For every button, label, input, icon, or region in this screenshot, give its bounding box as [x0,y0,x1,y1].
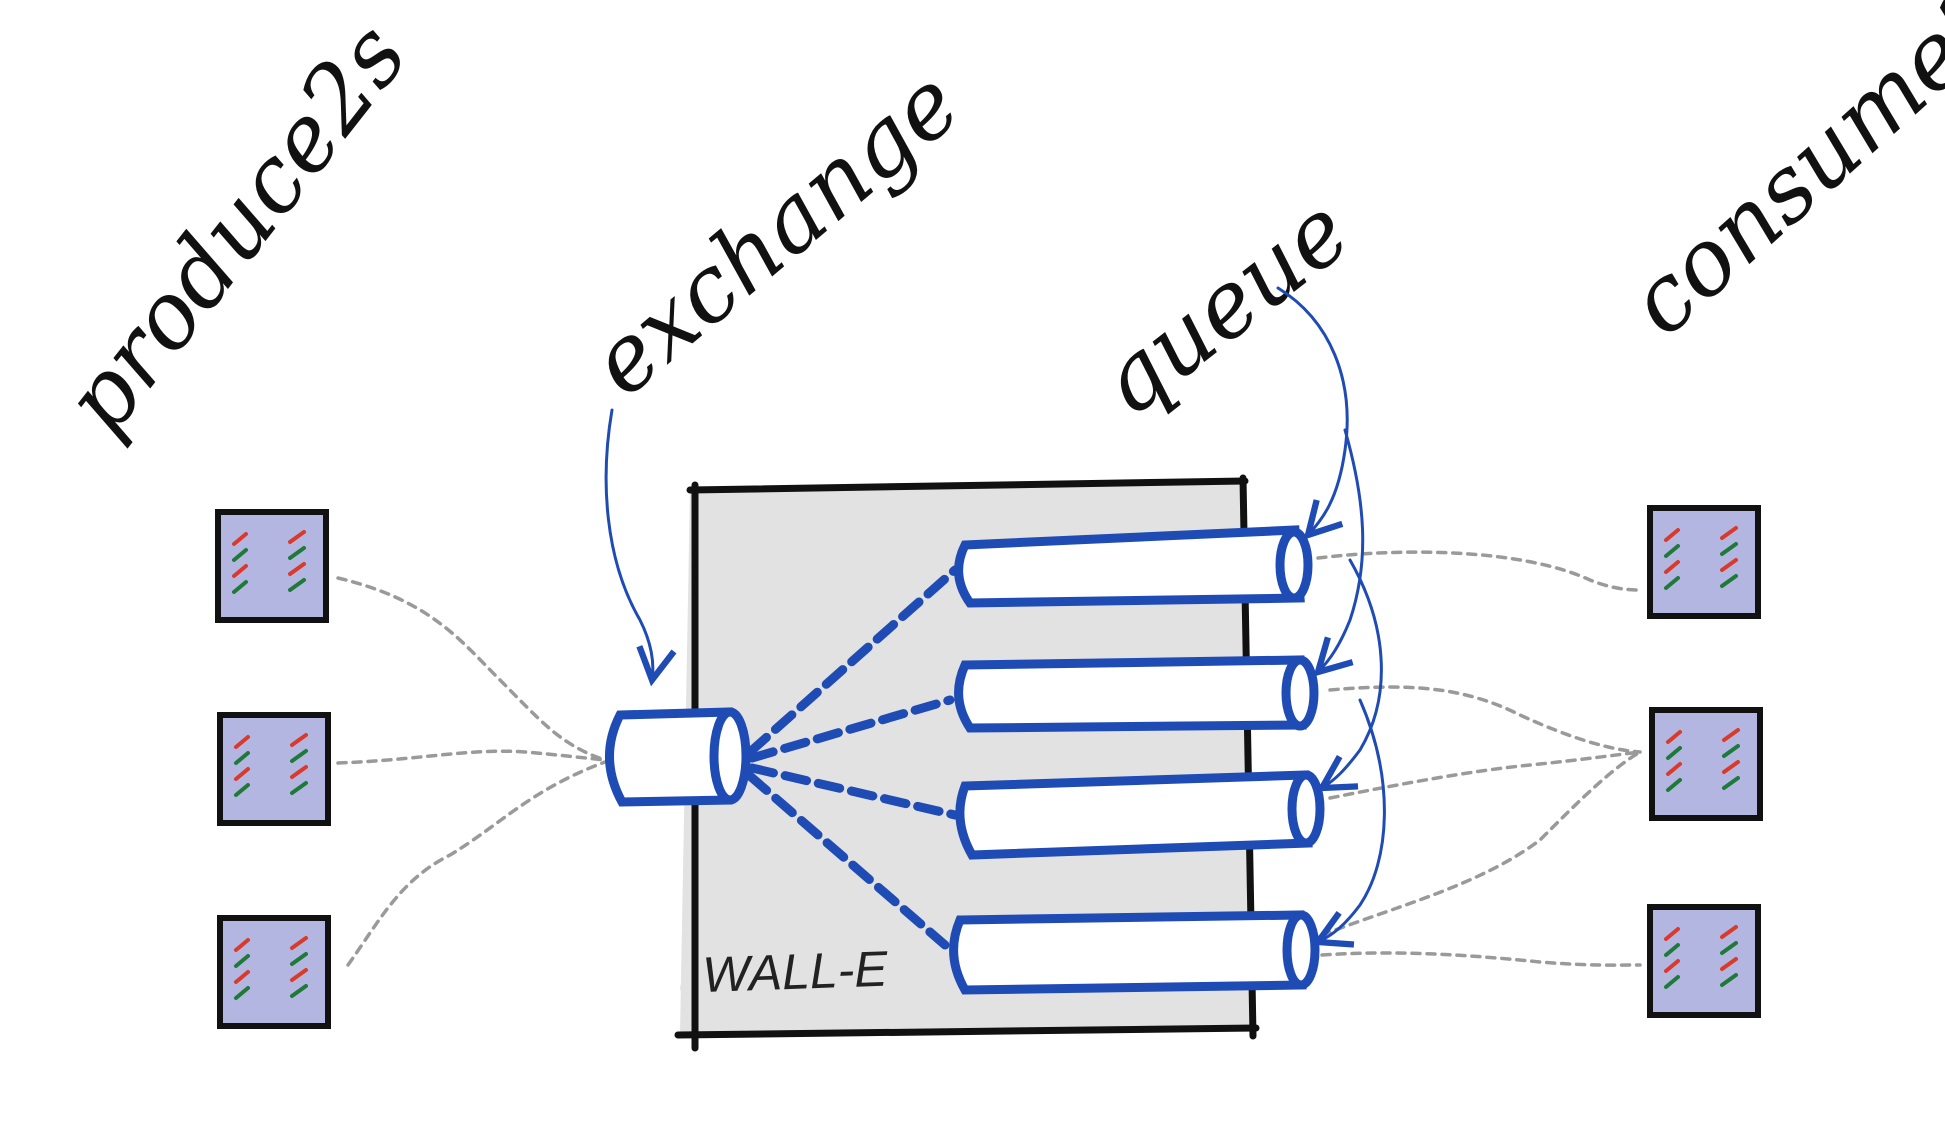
producer-link [336,576,607,762]
producer-node [220,918,328,1026]
queue-callout-arrow [1313,428,1365,677]
queue-label: queue [1078,177,1369,438]
producer-link [336,749,607,765]
consumer-link [1316,550,1642,592]
producer-link [346,760,607,967]
consumers-label: consume2s [1608,0,1945,356]
producer-node [218,512,326,620]
exchange-label: exchange [570,49,979,417]
producers-label: produce2s [43,3,428,454]
message-node-icon [218,512,326,620]
binding-line [747,695,955,763]
message-node-icon [1650,907,1758,1015]
binding-line [745,565,960,757]
exchange-cylinder [605,707,751,807]
consumer-link [1328,750,1642,800]
queue-cylinder [949,910,1320,995]
message-node-icon [1652,710,1760,818]
consumer-link [1320,951,1642,967]
consumer-node [1650,508,1758,616]
queue-callout-arrow [1312,698,1386,948]
queue-cylinder [955,770,1325,860]
message-node-icon [1650,508,1758,616]
consumer-node [1650,907,1758,1015]
queue-callout-arrow [1276,286,1349,540]
message-node-icon [220,715,328,823]
consumer-node [1652,710,1760,818]
queue-cylinder [954,525,1313,608]
consumer-link [1320,750,1642,937]
broker-label: WALL-E [701,941,889,1003]
exchange-callout-arrow [604,408,677,687]
message-node-icon [220,918,328,1026]
queue-callout-arrow [1316,558,1383,792]
producer-node [220,715,328,823]
binding-line [747,763,960,820]
queue-cylinder [954,655,1319,733]
binding-line [745,771,950,950]
consumer-link [1328,685,1642,754]
